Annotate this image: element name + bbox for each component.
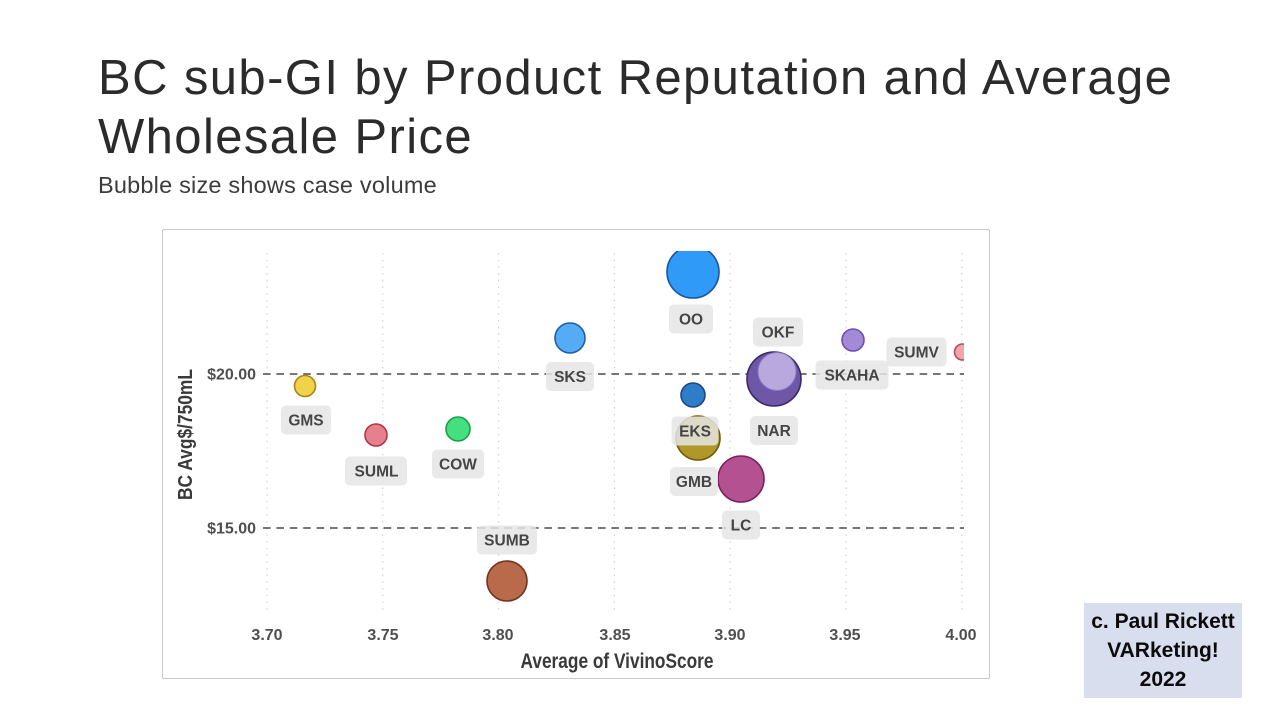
svg-text:OO: OO	[679, 312, 703, 329]
svg-text:NAR: NAR	[757, 423, 791, 440]
svg-text:GMS: GMS	[288, 413, 323, 430]
svg-text:3.90: 3.90	[714, 627, 745, 644]
svg-text:Average of VivinoScore: Average of VivinoScore	[521, 650, 714, 673]
svg-text:SUMB: SUMB	[484, 533, 530, 550]
svg-text:$20.00: $20.00	[207, 367, 256, 384]
svg-text:BC Avg$/750mL: BC Avg$/750mL	[175, 369, 197, 500]
svg-text:3.75: 3.75	[367, 627, 398, 644]
svg-text:SUML: SUML	[355, 464, 399, 481]
svg-text:3.95: 3.95	[829, 627, 860, 644]
svg-text:3.80: 3.80	[482, 627, 513, 644]
svg-text:SKS: SKS	[554, 369, 586, 386]
svg-text:3.70: 3.70	[251, 627, 282, 644]
svg-text:GMB: GMB	[676, 474, 712, 491]
svg-text:SUMV: SUMV	[894, 345, 939, 362]
svg-text:4.00: 4.00	[945, 627, 976, 644]
svg-text:3.85: 3.85	[599, 627, 630, 644]
svg-text:EKS: EKS	[679, 424, 711, 441]
svg-text:COW: COW	[439, 457, 477, 474]
svg-text:SKAHA: SKAHA	[824, 368, 879, 385]
svg-text:$15.00: $15.00	[207, 521, 256, 538]
svg-text:LC: LC	[731, 518, 752, 535]
svg-text:OKF: OKF	[762, 325, 795, 342]
